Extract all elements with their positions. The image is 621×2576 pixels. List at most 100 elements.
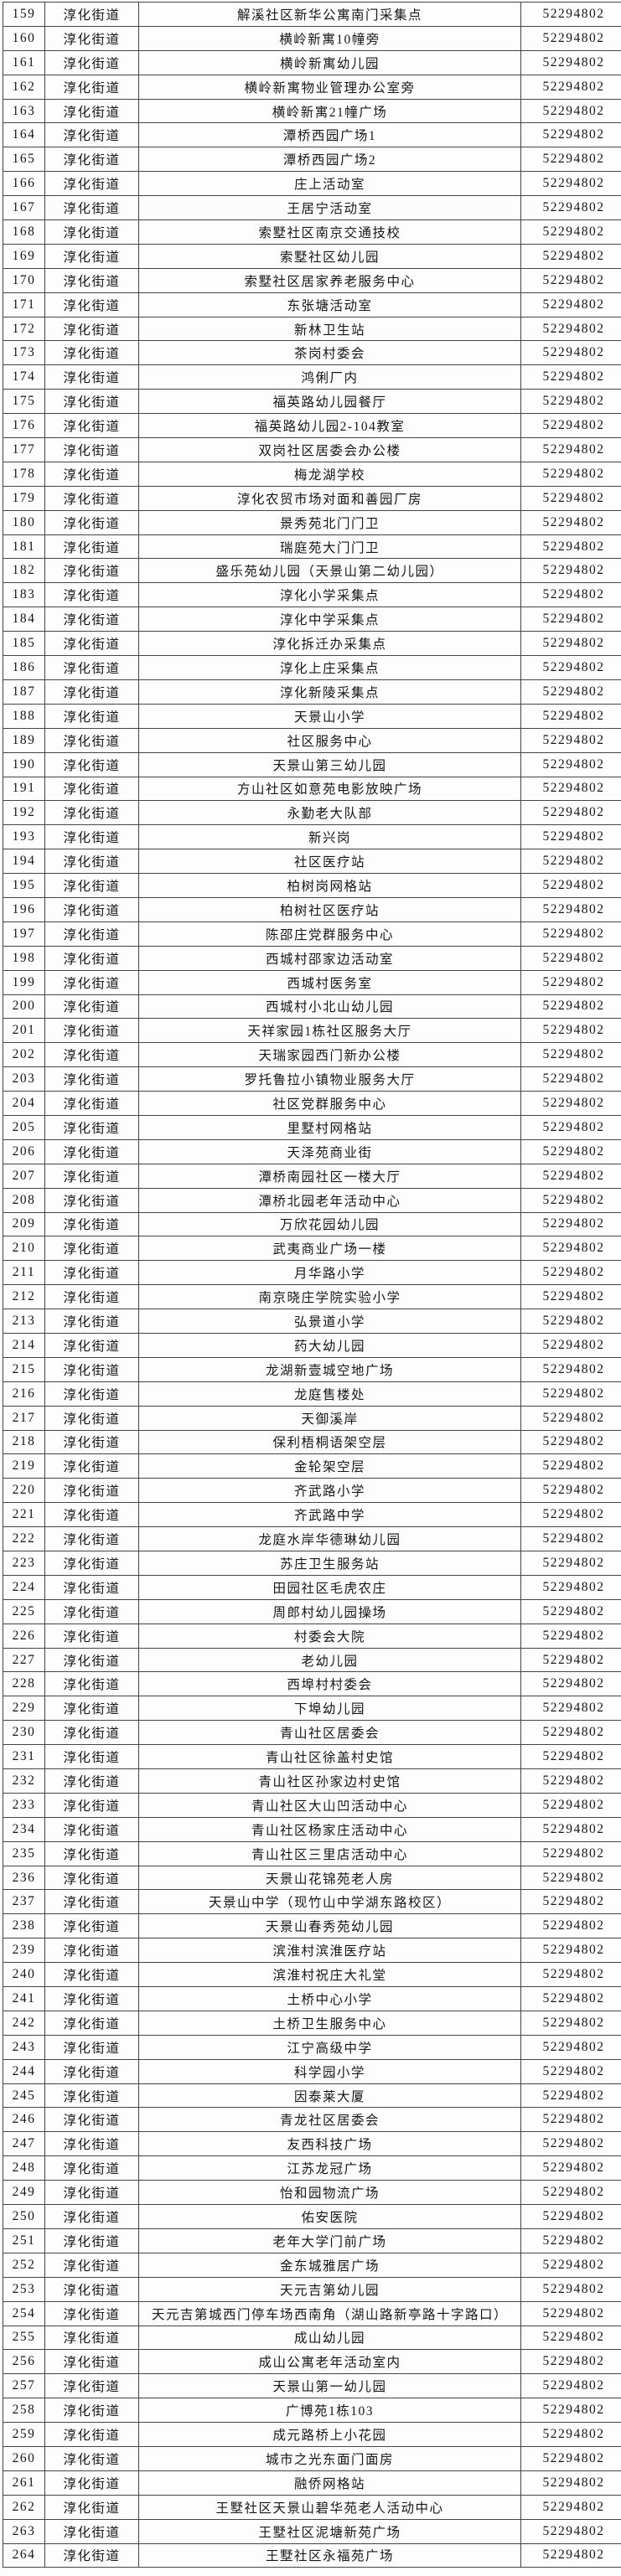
phone-number-cell: 52294802	[520, 1671, 621, 1697]
row-number-cell: 251	[3, 2228, 45, 2253]
street-cell: 淳化街道	[44, 1889, 139, 1915]
street-cell: 淳化街道	[44, 195, 139, 221]
location-name-cell: 瑞庭苑大门门卫	[138, 534, 521, 560]
table-row: 240 淳化街道 滨淮村祝庄大礼堂 52294802	[3, 1962, 621, 1988]
phone-number-cell: 52294802	[520, 389, 621, 415]
location-name-cell: 鸿俐厂内	[138, 364, 521, 390]
table-row: 248 淳化街道 江苏龙冠广场 52294802	[3, 2155, 621, 2181]
row-number-cell: 240	[3, 1962, 45, 1988]
phone-number-cell: 52294802	[520, 2373, 621, 2399]
phone-number-cell: 52294802	[520, 1768, 621, 1794]
table-row: 260 淳化街道 城市之光东面门面房 52294802	[3, 2445, 621, 2471]
location-name-cell: 天景山春秀苑幼儿园	[138, 1913, 521, 1939]
phone-number-cell: 52294802	[520, 1236, 621, 1262]
location-name-cell: 田园社区毛虎农庄	[138, 1574, 521, 1600]
location-name-cell: 老年大学门前广场	[138, 2228, 521, 2253]
table-row: 173 淳化街道 茶岗村委会 52294802	[3, 340, 621, 366]
location-name-cell: 淳化中学采集点	[138, 607, 521, 632]
row-number-cell: 209	[3, 1211, 45, 1237]
phone-number-cell: 52294802	[520, 2131, 621, 2157]
table-row: 212 淳化街道 南京晓庄学院实验小学 52294802	[3, 1284, 621, 1310]
street-cell: 淳化街道	[44, 2398, 139, 2424]
location-name-cell: 龙湖新壹城空地广场	[138, 1356, 521, 1382]
street-cell: 淳化街道	[44, 776, 139, 802]
location-name-cell: 城市之光东面门面房	[138, 2445, 521, 2471]
table-row: 182 淳化街道 盛乐苑幼儿园（天景山第二幼儿园） 52294802	[3, 558, 621, 584]
table-row: 218 淳化街道 保利梧桐语架空层 52294802	[3, 1429, 621, 1455]
phone-number-cell: 52294802	[520, 1381, 621, 1407]
location-name-cell: 潭桥西园广场1	[138, 122, 521, 148]
street-cell: 淳化街道	[44, 316, 139, 342]
row-number-cell: 234	[3, 1816, 45, 1842]
street-cell: 淳化街道	[44, 1042, 139, 1068]
street-cell: 淳化街道	[44, 1551, 139, 1576]
table-row: 172 淳化街道 新林卫生站 52294802	[3, 316, 621, 342]
phone-number-cell: 52294802	[520, 195, 621, 221]
table-row: 210 淳化街道 武夷商业广场一楼 52294802	[3, 1236, 621, 1262]
table-row: 185 淳化街道 淳化拆迁办采集点 52294802	[3, 631, 621, 657]
location-name-cell: 淳化新陵采集点	[138, 679, 521, 705]
location-name-cell: 东张塘活动室	[138, 292, 521, 317]
location-name-cell: 庄上活动室	[138, 171, 521, 197]
location-name-cell: 天景山第一幼儿园	[138, 2373, 521, 2399]
phone-number-cell: 52294802	[520, 98, 621, 124]
row-number-cell: 236	[3, 1865, 45, 1891]
row-number-cell: 201	[3, 1018, 45, 1044]
phone-number-cell: 52294802	[520, 509, 621, 535]
table-row: 214 淳化街道 药大幼儿园 52294802	[3, 1332, 621, 1358]
row-number-cell: 191	[3, 776, 45, 802]
location-name-cell: 西埠村村委会	[138, 1671, 521, 1697]
street-cell: 淳化街道	[44, 607, 139, 632]
street-cell: 淳化街道	[44, 1744, 139, 1770]
phone-number-cell: 52294802	[520, 1429, 621, 1455]
row-number-cell: 199	[3, 969, 45, 995]
table-row: 211 淳化街道 月华路小学 52294802	[3, 1260, 621, 1286]
table-row: 216 淳化街道 龙庭售楼处 52294802	[3, 1381, 621, 1407]
location-name-cell: 横岭新寓21幢广场	[138, 98, 521, 124]
street-cell: 淳化街道	[44, 1356, 139, 1382]
table-row: 262 淳化街道 王墅社区天景山碧华苑老人活动中心 52294802	[3, 2494, 621, 2520]
table-row: 171 淳化街道 东张塘活动室 52294802	[3, 292, 621, 317]
location-name-cell: 索墅社区南京交通技校	[138, 219, 521, 245]
row-number-cell: 239	[3, 1938, 45, 1964]
street-cell: 淳化街道	[44, 1284, 139, 1310]
row-number-cell: 259	[3, 2422, 45, 2447]
phone-number-cell: 52294802	[520, 2325, 621, 2351]
street-cell: 淳化街道	[44, 1211, 139, 1237]
phone-number-cell: 52294802	[520, 171, 621, 197]
phone-number-cell: 52294802	[520, 2276, 621, 2302]
row-number-cell: 172	[3, 316, 45, 342]
table-row: 163 淳化街道 横岭新寓21幢广场 52294802	[3, 98, 621, 124]
location-name-cell: 龙庭水岸华德琳幼儿园	[138, 1526, 521, 1551]
row-number-cell: 200	[3, 994, 45, 1020]
location-name-cell: 双岗社区居委会办公楼	[138, 437, 521, 462]
collection-points-table: 159 淳化街道 解溪社区新华公寓南门采集点 52294802 160 淳化街道…	[3, 2, 621, 2568]
location-name-cell: 土桥中心小学	[138, 1986, 521, 2011]
street-cell: 淳化街道	[44, 945, 139, 971]
phone-number-cell: 52294802	[520, 849, 621, 875]
table-row: 257 淳化街道 天景山第一幼儿园 52294802	[3, 2373, 621, 2399]
phone-number-cell: 52294802	[520, 2445, 621, 2471]
phone-number-cell: 52294802	[520, 1187, 621, 1213]
street-cell: 淳化街道	[44, 1187, 139, 1213]
row-number-cell: 174	[3, 364, 45, 390]
phone-number-cell: 52294802	[520, 800, 621, 826]
location-name-cell: 王墅社区永福苑广场	[138, 2542, 521, 2568]
phone-number-cell: 52294802	[520, 1138, 621, 1164]
table-row: 247 淳化街道 友西科技广场 52294802	[3, 2131, 621, 2157]
table-row: 241 淳化街道 土桥中心小学 52294802	[3, 1986, 621, 2011]
street-cell: 淳化街道	[44, 1478, 139, 1504]
street-cell: 淳化街道	[44, 243, 139, 269]
table-row: 191 淳化街道 方山社区如意苑电影放映广场 52294802	[3, 776, 621, 802]
street-cell: 淳化街道	[44, 1309, 139, 1334]
street-cell: 淳化街道	[44, 2422, 139, 2447]
table-body: 159 淳化街道 解溪社区新华公寓南门采集点 52294802 160 淳化街道…	[3, 2, 621, 2568]
phone-number-cell: 52294802	[520, 703, 621, 729]
street-cell: 淳化街道	[44, 1647, 139, 1673]
row-number-cell: 252	[3, 2252, 45, 2278]
table-row: 219 淳化街道 金轮架空层 52294802	[3, 1453, 621, 1479]
row-number-cell: 227	[3, 1647, 45, 1673]
row-number-cell: 198	[3, 945, 45, 971]
street-cell: 淳化街道	[44, 2325, 139, 2351]
table-row: 229 淳化街道 下埠幼儿园 52294802	[3, 1696, 621, 1722]
